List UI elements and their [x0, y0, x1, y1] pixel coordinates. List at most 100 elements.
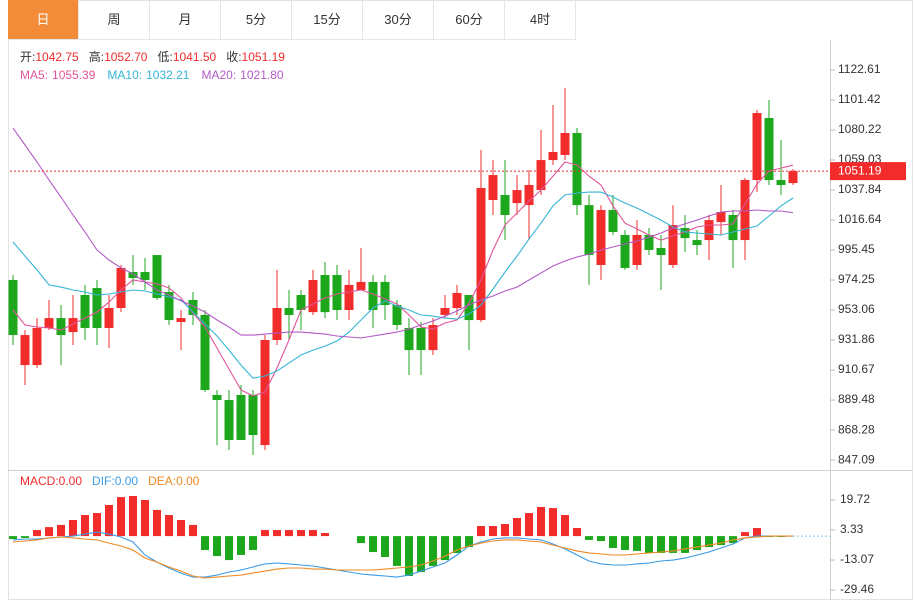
- candle-body: [200, 314, 210, 390]
- candle-body: [164, 292, 174, 321]
- macd-bar: [525, 513, 533, 537]
- macd-bar: [561, 515, 569, 537]
- candle-body: [392, 305, 402, 326]
- period-tab[interactable]: 月: [150, 0, 221, 40]
- macd-bar: [177, 519, 185, 537]
- macd-bar: [417, 536, 425, 572]
- macd-bar: [741, 532, 749, 537]
- legend-name: DEA:: [148, 474, 176, 488]
- macd-bar: [129, 495, 137, 537]
- y-tick-label: 974.25: [838, 272, 875, 286]
- legend-name: MA10:: [107, 68, 142, 82]
- candle-body: [656, 247, 666, 256]
- y-tick-label: 953.06: [838, 302, 875, 316]
- line-series: [12, 161, 794, 397]
- candle-body: [152, 255, 162, 298]
- candle-body: [68, 318, 78, 333]
- y-tick-label: 910.67: [838, 362, 875, 376]
- line-series: [12, 535, 793, 579]
- macd-bar: [513, 517, 521, 537]
- candle-body: [176, 318, 186, 323]
- candle-body: [452, 293, 462, 309]
- candle-body: [788, 171, 798, 184]
- macd-bar: [225, 536, 233, 561]
- candle-body: [356, 281, 366, 291]
- macd-bar: [57, 524, 65, 537]
- legend-name: MACD:: [20, 474, 59, 488]
- macd-bar: [249, 536, 257, 551]
- info-value: 1052.70: [104, 50, 148, 64]
- candle-body: [476, 187, 486, 321]
- macd-bar: [537, 506, 545, 537]
- candle-body: [380, 281, 390, 306]
- candle-body: [512, 190, 522, 204]
- legend-value: 0.00: [115, 474, 139, 488]
- line-series: [12, 191, 794, 379]
- macd-bar: [609, 536, 617, 549]
- info-label: 开:: [20, 50, 35, 64]
- info-value: 1042.75: [35, 50, 79, 64]
- macd-bar: [441, 536, 449, 561]
- candle-body: [776, 180, 786, 185]
- candle-body: [236, 394, 246, 440]
- macd-bar: [753, 528, 761, 537]
- candle-body: [716, 212, 726, 223]
- period-tab[interactable]: 60分: [434, 0, 505, 40]
- info-value: 1051.19: [242, 50, 286, 64]
- macd-bar: [81, 515, 89, 537]
- candle-body: [104, 308, 114, 328]
- y-tick-label: 931.86: [838, 332, 875, 346]
- legend: MACD:0.00 DIF:0.00 DEA:0.00: [20, 474, 200, 488]
- candle-body: [500, 195, 510, 215]
- candle-body: [20, 335, 30, 366]
- candle-body: [632, 234, 642, 265]
- macd-bar: [717, 536, 725, 546]
- info-value: 1041.50: [173, 50, 217, 64]
- candle-body: [572, 133, 582, 206]
- line-series: [12, 531, 793, 578]
- y-tick-label: 19.72: [840, 492, 870, 506]
- period-tab[interactable]: 30分: [363, 0, 434, 40]
- period-tab[interactable]: 4时: [505, 0, 576, 40]
- period-tab[interactable]: 周: [79, 0, 150, 40]
- period-tab[interactable]: 日: [8, 0, 79, 40]
- y-tick-label: 1122.61: [838, 62, 881, 76]
- candle-body: [416, 327, 426, 351]
- macd-bar: [585, 536, 593, 540]
- candle-body: [296, 294, 306, 310]
- candle-body: [692, 240, 702, 246]
- macd-bar: [549, 508, 557, 537]
- macd-bar: [369, 536, 377, 553]
- candle-body: [248, 394, 258, 436]
- candle-body: [596, 210, 606, 265]
- candle-body: [464, 294, 474, 321]
- macd-bar: [705, 536, 713, 548]
- candle-body: [56, 318, 66, 336]
- macd-bar: [297, 530, 305, 537]
- period-tab[interactable]: 15分: [292, 0, 363, 40]
- y-tick-label: 1037.84: [838, 182, 882, 196]
- y-tick-label: 847.09: [838, 452, 875, 466]
- y-tick-label: 3.33: [840, 522, 864, 536]
- macd-bar: [405, 536, 413, 577]
- macd-bar: [105, 504, 113, 537]
- macd-bar: [669, 536, 677, 553]
- macd-bar: [429, 536, 437, 566]
- candle-body: [740, 180, 750, 241]
- info-label: 高:: [89, 49, 104, 64]
- y-tick-label: 889.48: [838, 392, 875, 406]
- macd-bar: [93, 513, 101, 537]
- macd-bar: [153, 509, 161, 537]
- candle-body: [212, 394, 222, 401]
- macd-bar: [501, 524, 509, 537]
- candle-body: [224, 400, 234, 440]
- line-series: [12, 127, 794, 339]
- macd-bar: [477, 526, 485, 537]
- macd-bar: [21, 536, 29, 538]
- macd-bar: [321, 532, 329, 537]
- legend-value: 1055.39: [52, 68, 96, 82]
- macd-bar: [393, 536, 401, 566]
- period-tab[interactable]: 5分: [221, 0, 292, 40]
- candle-body: [320, 275, 330, 313]
- candle-body: [620, 234, 630, 268]
